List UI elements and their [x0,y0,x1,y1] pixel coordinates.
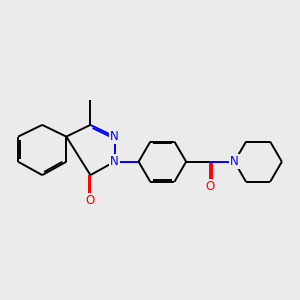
Text: N: N [230,155,239,168]
Text: O: O [86,194,95,207]
Text: O: O [206,180,215,193]
Text: N: N [110,155,119,168]
Text: N: N [110,130,119,143]
